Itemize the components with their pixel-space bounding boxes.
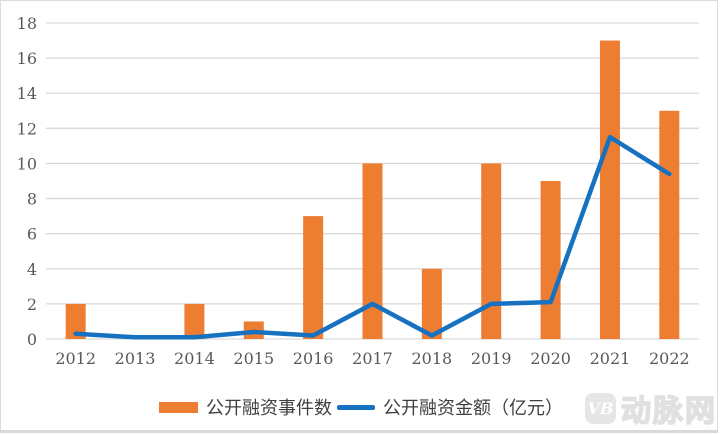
vb-logo-icon: VB <box>585 392 616 424</box>
y-axis-tick-label: 2 <box>27 295 37 314</box>
y-axis-tick-label: 14 <box>17 84 37 103</box>
line-series <box>73 134 672 340</box>
legend-item-amount: 公开融资金额（亿元） <box>337 394 563 420</box>
bar-2022 <box>659 110 680 340</box>
legend: 公开融资事件数 公开融资金额（亿元） <box>0 394 722 420</box>
y-axis-tick-label: 10 <box>17 154 37 173</box>
x-axis-tick-label: 2020 <box>530 349 571 368</box>
bar-series-swatch <box>159 401 198 413</box>
line-series-swatch <box>337 404 375 410</box>
x-axis-tick-label: 2016 <box>293 349 334 368</box>
y-axis-tick-label: 8 <box>27 190 37 209</box>
bar-2021 <box>599 40 620 340</box>
bar-2017 <box>362 163 383 339</box>
y-axis-tick-label: 12 <box>17 119 37 138</box>
watermark-text: 动脉网 <box>620 393 717 430</box>
legend-label-events: 公开融资事件数 <box>206 398 332 419</box>
bar-2019 <box>481 163 502 339</box>
y-axis-tick-label: 16 <box>17 49 37 68</box>
y-axis-tick-label: 6 <box>27 225 37 244</box>
y-axis-tick-label: 4 <box>27 260 37 279</box>
legend-item-events: 公开融资事件数 <box>159 394 332 420</box>
x-axis-tick-label: 2015 <box>233 349 274 368</box>
legend-label-amount: 公开融资金额（亿元） <box>383 398 563 419</box>
x-axis-tick-label: 2017 <box>352 349 393 368</box>
bar-2014 <box>184 303 205 339</box>
y-axis-tick-label: 0 <box>27 330 37 349</box>
x-axis-tick-label: 2013 <box>115 349 156 368</box>
x-axis-tick-label: 2019 <box>471 349 512 368</box>
x-axis-tick-label: 2014 <box>174 349 215 368</box>
x-axis-tick-label: 2021 <box>590 349 631 368</box>
bar-2012 <box>65 303 86 339</box>
x-axis-tick-label: 2018 <box>412 349 453 368</box>
x-axis-tick-label: 2012 <box>55 349 96 368</box>
watermark-logo: VB 动脉网 <box>585 386 717 430</box>
bar-2018 <box>421 268 442 339</box>
bar-2016 <box>303 216 324 339</box>
bar-2020 <box>540 181 561 339</box>
x-axis-tick-label: 2022 <box>649 349 690 368</box>
y-axis-tick-label: 18 <box>17 14 37 33</box>
